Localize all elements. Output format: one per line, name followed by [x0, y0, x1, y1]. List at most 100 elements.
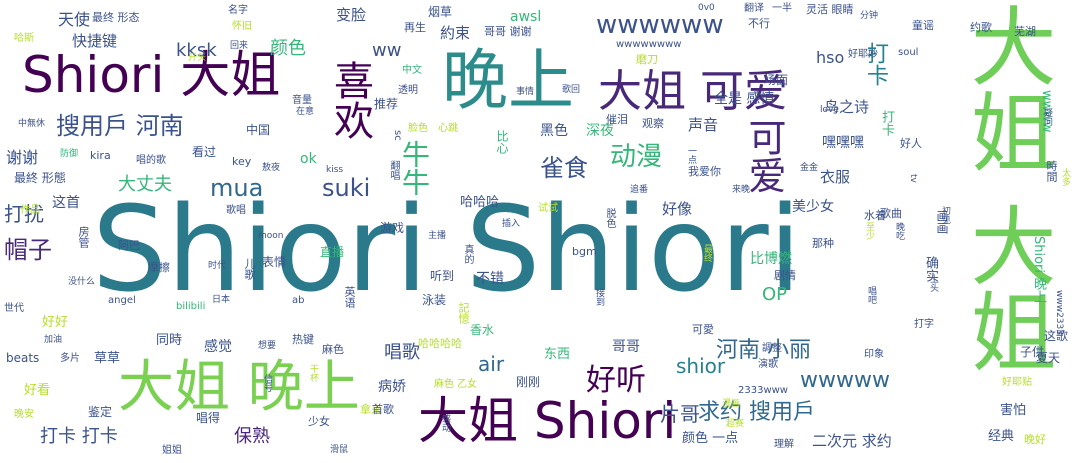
- word: 好耶贴: [1002, 377, 1032, 388]
- word: 保熟: [234, 426, 270, 447]
- word: 麻色: [322, 343, 344, 356]
- word: 透明: [398, 85, 418, 96]
- word: kira: [90, 149, 111, 162]
- word: 超赛: [726, 419, 745, 429]
- word: 真的: [462, 244, 473, 264]
- word: 来晚: [732, 185, 751, 195]
- word: 在意: [296, 107, 315, 117]
- word: 唱的歌: [136, 155, 166, 166]
- word: 鉴定: [88, 405, 113, 419]
- word: 摩擦: [148, 261, 170, 274]
- word: 好人: [900, 137, 922, 150]
- word: 大姐 可爱: [598, 66, 788, 117]
- word: 0v0: [698, 3, 715, 13]
- word: 衣服: [820, 168, 851, 186]
- word: 首歌: [372, 403, 394, 416]
- word: 画画: [935, 210, 949, 234]
- word: 比博燃: [750, 251, 792, 267]
- word: 嘿嘿嘿: [822, 135, 864, 151]
- word: 求约 搜用戶: [698, 400, 815, 425]
- word: 插入: [502, 219, 521, 229]
- word: wwww: [1039, 90, 1054, 133]
- word: suki: [322, 174, 371, 202]
- word: Shiori 晚上: [1031, 236, 1046, 304]
- word: 滑鼠: [330, 445, 349, 455]
- word: 名字: [228, 5, 248, 16]
- word: 金金: [800, 163, 819, 173]
- word: 防御: [60, 149, 79, 159]
- word: ww: [372, 40, 402, 61]
- word: 哈哈哈: [460, 195, 500, 210]
- word: 打卡: [879, 110, 894, 136]
- word: air: [478, 352, 505, 376]
- word: beats: [6, 351, 40, 365]
- word: 一半: [772, 3, 792, 14]
- word: 泳装: [422, 293, 447, 307]
- word: Shiori Shiori: [92, 180, 802, 318]
- word: 最終 形態: [14, 171, 66, 185]
- word: 时代: [208, 261, 227, 271]
- word: 最终 形态: [92, 11, 140, 24]
- word: 音量: [292, 95, 312, 106]
- word: 至少: [864, 222, 874, 240]
- word: 大姐 晚上: [118, 355, 360, 420]
- word: 中国: [246, 123, 271, 137]
- word: 黑色: [540, 123, 568, 139]
- word: 比心: [495, 130, 509, 154]
- word: 接到: [594, 288, 604, 306]
- word: 唱得: [196, 411, 221, 425]
- word: 谢谢: [6, 148, 39, 167]
- word: 脸色: [408, 123, 428, 134]
- word: 加油: [44, 335, 63, 345]
- word: 全是 感情: [714, 91, 775, 107]
- word: 观察: [642, 117, 664, 130]
- word: www2333: [1054, 290, 1064, 335]
- word: 姐姐: [162, 445, 182, 456]
- word: 病娇: [378, 379, 406, 395]
- word: 日本: [212, 295, 231, 305]
- word: 二次元 求约: [812, 432, 892, 450]
- word: 中文: [402, 65, 422, 76]
- word: 信号: [262, 374, 272, 392]
- word: kksk: [176, 40, 217, 61]
- word: 2333www: [738, 385, 788, 396]
- word: 打扰: [4, 202, 44, 226]
- word: 东西: [544, 347, 571, 362]
- word: 翻唱: [388, 160, 399, 180]
- word: 敖夜: [262, 163, 281, 173]
- word: 哈哈哈哈: [418, 337, 462, 350]
- word: 可爱: [742, 118, 786, 194]
- word: 那种: [812, 237, 834, 250]
- word: 水着: [864, 209, 886, 222]
- word: 歌唱: [226, 205, 246, 216]
- word: 世代: [4, 303, 24, 314]
- word: 哈斯: [14, 33, 34, 44]
- word: 一点: [686, 146, 696, 164]
- word: 時間: [1045, 160, 1058, 182]
- word: 唱歌: [384, 342, 420, 363]
- word: 英语: [343, 286, 356, 308]
- word: ok: [300, 151, 317, 167]
- word: 剧情: [774, 269, 796, 282]
- word: wwwwwwww: [616, 39, 682, 50]
- word: 表情: [262, 255, 287, 269]
- word: 子供: [1020, 345, 1045, 359]
- word: key: [232, 155, 252, 168]
- word: 哥哥 谢谢: [484, 25, 532, 38]
- word: 晚好: [1024, 433, 1046, 446]
- word: 好耶妙: [848, 49, 878, 60]
- word: 场面: [764, 73, 789, 87]
- word: 快捷键: [72, 32, 118, 50]
- word: 感动: [440, 414, 450, 432]
- word: 干杯: [308, 364, 318, 382]
- word: wwwwww: [596, 10, 724, 40]
- word: ab: [292, 295, 305, 306]
- word: wwwww: [800, 368, 890, 393]
- word: 哥哥: [612, 339, 640, 355]
- word: 想要: [258, 341, 277, 351]
- word: 确实: [923, 256, 938, 282]
- word: 翻译: [744, 3, 764, 14]
- word: OP: [762, 284, 788, 305]
- word: 直播: [320, 245, 345, 259]
- word: 麻色 乙女: [434, 379, 478, 390]
